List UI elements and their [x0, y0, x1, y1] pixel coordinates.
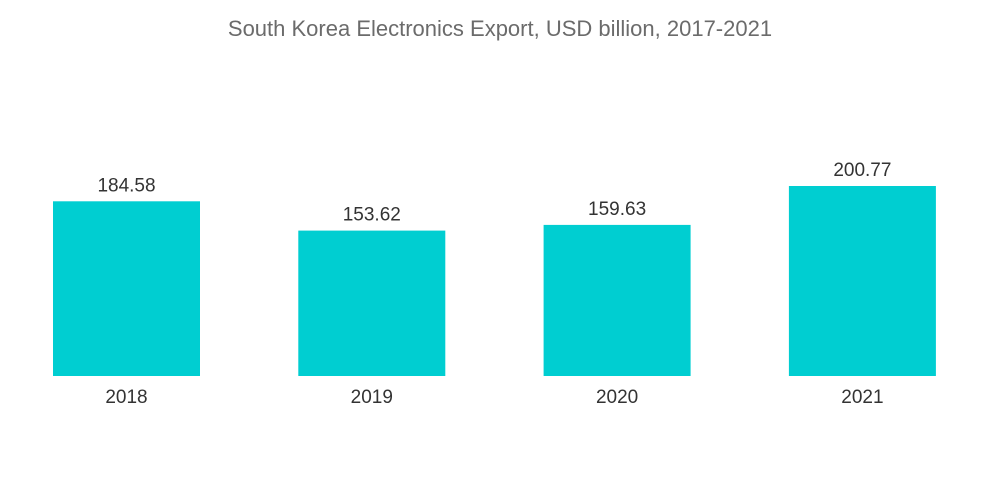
- data-label-2019: 153.62: [343, 205, 401, 226]
- bar-2019: [298, 230, 446, 376]
- x-tick-label-2021: 2021: [841, 387, 883, 408]
- data-label-2018: 184.58: [97, 175, 155, 196]
- x-tick-label-2018: 2018: [105, 387, 147, 408]
- data-label-2020: 159.63: [588, 199, 646, 220]
- x-tick-label-2020: 2020: [596, 387, 638, 408]
- bar-2021: [788, 186, 936, 376]
- bar-2020: [543, 224, 691, 376]
- chart-title: South Korea Electronics Export, USD bill…: [227, 16, 773, 41]
- data-label-2021: 200.77: [833, 160, 891, 181]
- bar-2018: [53, 201, 200, 376]
- x-tick-label-2019: 2019: [351, 387, 393, 408]
